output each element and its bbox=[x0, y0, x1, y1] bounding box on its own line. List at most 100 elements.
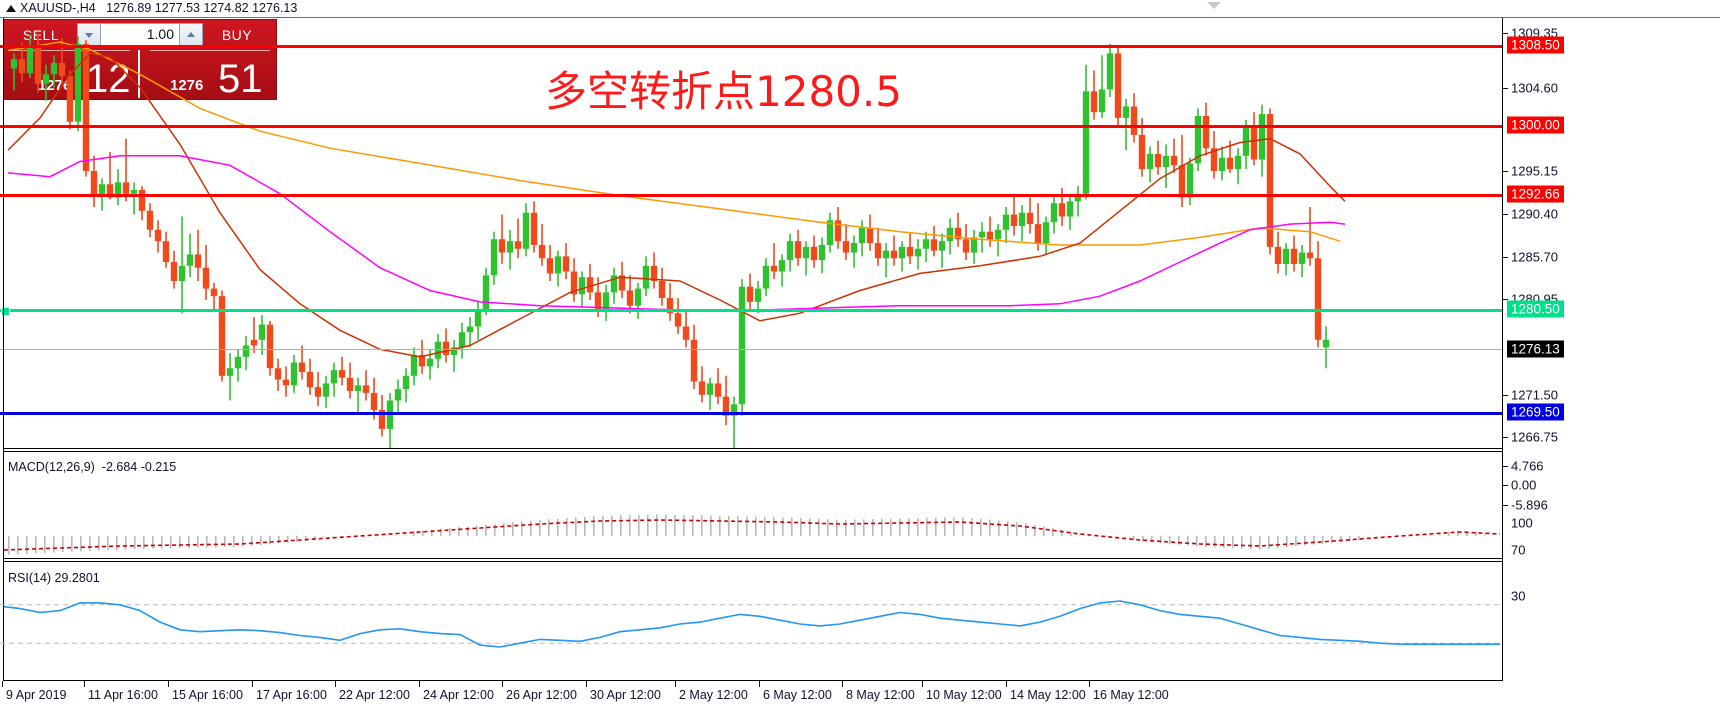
axis-tick bbox=[1503, 466, 1508, 467]
buy-price-decimal: 51 bbox=[218, 57, 263, 101]
sell-price-decimal: 12 bbox=[86, 57, 131, 101]
time-tick bbox=[1006, 681, 1007, 687]
rsi-axis-label: 30 bbox=[1511, 588, 1526, 604]
time-tick bbox=[502, 681, 503, 687]
collapse-triangle-icon[interactable] bbox=[6, 5, 16, 12]
chart-annotation-text: 多空转折点1280.5 bbox=[545, 67, 902, 116]
price-tag-1292-66[interactable]: 1292.66 bbox=[1507, 185, 1564, 203]
volume-input[interactable]: 1.00 bbox=[146, 26, 174, 42]
buy-price-quote[interactable]: 1276 51 bbox=[144, 53, 272, 101]
rsi-bottom-separator bbox=[3, 680, 1503, 681]
chart-left-border bbox=[3, 18, 4, 680]
level-line-resistance-1292-66[interactable] bbox=[0, 194, 1503, 197]
symbol-bar: XAUUSD-,H4 1276.89 1277.53 1274.82 1276.… bbox=[0, 0, 1720, 17]
symbol-ohlc-label: XAUUSD-,H4 1276.89 1277.53 1274.82 1276.… bbox=[20, 1, 298, 15]
axis-tick bbox=[1503, 88, 1508, 89]
rsi-pane[interactable] bbox=[0, 568, 1502, 680]
price-axis-label: 1285.70 bbox=[1511, 249, 1558, 265]
axis-tick bbox=[1503, 214, 1508, 215]
price-chart-pane[interactable] bbox=[0, 18, 1502, 448]
axis-tick bbox=[1503, 257, 1508, 258]
time-tick bbox=[759, 681, 760, 687]
time-axis-label: 9 Apr 2019 bbox=[6, 688, 67, 702]
time-axis[interactable]: 9 Apr 2019 11 Apr 16:00 15 Apr 16:00 17 Apr… bbox=[0, 681, 1720, 716]
price-tag-1308-50[interactable]: 1308.50 bbox=[1507, 36, 1564, 54]
time-axis-label: 8 May 12:00 bbox=[846, 688, 915, 702]
time-axis-label: 6 May 12:00 bbox=[763, 688, 832, 702]
macd-svg bbox=[3, 514, 1501, 555]
time-tick bbox=[1089, 681, 1090, 687]
rsi-axis-label: 100 bbox=[1511, 515, 1533, 531]
macd-axis-label: 4.766 bbox=[1511, 458, 1544, 474]
time-axis-label: 15 Apr 16:00 bbox=[172, 688, 243, 702]
time-axis-label: 22 Apr 12:00 bbox=[339, 688, 410, 702]
level-line-resistance-1308-50[interactable] bbox=[0, 45, 1503, 48]
macd-title-label: MACD(12,26,9) -2.684 -0.215 bbox=[8, 460, 177, 474]
price-tag-1269-50[interactable]: 1269.50 bbox=[1507, 403, 1564, 421]
price-tag-1300-00[interactable]: 1300.00 bbox=[1507, 116, 1564, 134]
chevron-down-icon bbox=[85, 33, 93, 38]
macd-axis-label: 0.00 bbox=[1511, 477, 1537, 493]
axis-tick bbox=[1503, 395, 1508, 396]
time-axis-label: 11 Apr 16:00 bbox=[88, 688, 158, 702]
price-axis[interactable]: 1309.35 1304.60 1295.15 1290.40 1285.70 1280.… bbox=[1503, 18, 1720, 680]
level-line-current-price-1276-13[interactable] bbox=[0, 349, 1503, 350]
window-caret-icon[interactable] bbox=[1207, 2, 1221, 9]
axis-tick bbox=[1503, 505, 1508, 506]
time-tick bbox=[419, 681, 420, 687]
macd-axis-label: -5.896 bbox=[1511, 497, 1548, 513]
time-axis-label: 16 May 12:00 bbox=[1093, 688, 1169, 702]
level-line-support-1269-50[interactable] bbox=[0, 412, 1503, 415]
top-divider bbox=[0, 17, 1720, 18]
rsi-svg bbox=[0, 600, 1500, 648]
price-macd-separator-2 bbox=[3, 451, 1503, 452]
price-axis-label: 1271.50 bbox=[1511, 387, 1558, 403]
buy-button[interactable]: BUY bbox=[221, 27, 253, 43]
pivot-line-handle[interactable] bbox=[1, 307, 10, 316]
macd-rsi-separator-2 bbox=[3, 561, 1503, 562]
chart-right-border bbox=[1502, 18, 1503, 680]
volume-increment-button[interactable] bbox=[179, 24, 202, 45]
price-macd-separator bbox=[3, 448, 1503, 449]
time-tick bbox=[842, 681, 843, 687]
price-axis-label: 1304.60 bbox=[1511, 80, 1558, 96]
time-tick bbox=[675, 681, 676, 687]
time-axis-label: 26 Apr 12:00 bbox=[506, 688, 577, 702]
price-axis-label: 1290.40 bbox=[1511, 206, 1558, 222]
level-line-pivot-1280-50[interactable] bbox=[0, 309, 1503, 312]
time-axis-label: 30 Apr 12:00 bbox=[590, 688, 661, 702]
time-tick bbox=[252, 681, 253, 687]
axis-tick bbox=[1503, 171, 1508, 172]
price-tag-1280-50[interactable]: 1280.50 bbox=[1507, 300, 1564, 318]
buy-price-integer: 1276 bbox=[170, 77, 204, 94]
time-tick bbox=[335, 681, 336, 687]
time-axis-label: 14 May 12:00 bbox=[1010, 688, 1086, 702]
price-axis-label: 1266.75 bbox=[1511, 429, 1558, 445]
macd-rsi-separator bbox=[3, 558, 1503, 559]
price-tag-1276-13[interactable]: 1276.13 bbox=[1507, 340, 1564, 358]
time-axis-label: 2 May 12:00 bbox=[679, 688, 748, 702]
rsi-title-label: RSI(14) 29.2801 bbox=[8, 571, 100, 585]
time-tick bbox=[586, 681, 587, 687]
buy-divider bbox=[150, 50, 270, 51]
axis-tick bbox=[1503, 485, 1508, 486]
time-tick bbox=[922, 681, 923, 687]
sell-button[interactable]: SELL bbox=[22, 27, 60, 43]
time-tick bbox=[168, 681, 169, 687]
axis-tick bbox=[1503, 437, 1508, 438]
volume-decrement-button[interactable] bbox=[78, 24, 101, 45]
chevron-up-icon bbox=[187, 32, 195, 37]
axis-tick bbox=[1503, 299, 1508, 300]
axis-tick bbox=[1503, 33, 1508, 34]
price-chart-svg bbox=[7, 33, 1346, 448]
level-line-resistance-1300-00[interactable] bbox=[0, 125, 1503, 128]
time-tick bbox=[2, 681, 3, 687]
time-axis-label: 17 Apr 16:00 bbox=[256, 688, 327, 702]
macd-pane[interactable] bbox=[0, 506, 1502, 558]
rsi-axis-label: 70 bbox=[1511, 542, 1526, 558]
price-axis-label: 1295.15 bbox=[1511, 163, 1558, 179]
time-axis-label: 10 May 12:00 bbox=[926, 688, 1002, 702]
sell-divider bbox=[10, 50, 130, 51]
time-axis-label: 24 Apr 12:00 bbox=[423, 688, 494, 702]
